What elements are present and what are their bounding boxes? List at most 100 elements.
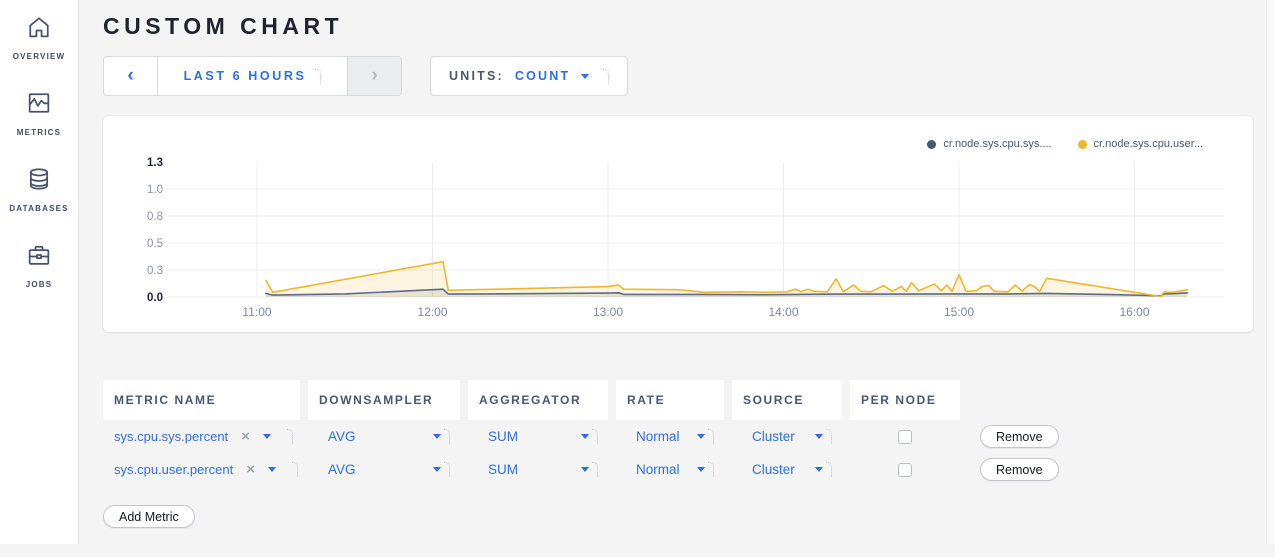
remove-button[interactable]: Remove bbox=[980, 458, 1059, 481]
chevron-down-icon bbox=[433, 467, 441, 472]
per-node-checkbox[interactable] bbox=[898, 429, 912, 444]
sidebar-item-label: DATABASES bbox=[9, 204, 69, 213]
sidebar-item-overview[interactable]: OVERVIEW bbox=[0, 13, 78, 61]
source-select[interactable]: Cluster bbox=[732, 453, 842, 486]
metric-name-value: sys.cpu.user.percent bbox=[114, 462, 234, 477]
table-row: sys.cpu.user.percent × AVG SUM Normal bbox=[103, 453, 1245, 486]
column-header-aggregator: AGGREGATOR bbox=[468, 380, 608, 420]
chart-card: cr.node.sys.cpu.sys.... cr.node.sys.cpu.… bbox=[103, 116, 1253, 332]
select-outline-artifact bbox=[315, 68, 322, 84]
source-value: Cluster bbox=[752, 429, 795, 444]
time-window-value: LAST 6 HOURS bbox=[183, 69, 307, 83]
select-outline-artifact bbox=[286, 429, 293, 444]
time-window-dropdown[interactable]: LAST 6 HOURS bbox=[158, 57, 347, 95]
time-next-button[interactable]: › bbox=[347, 57, 401, 95]
svg-text:13:00: 13:00 bbox=[593, 305, 623, 319]
units-dropdown[interactable]: UNITS: COUNT bbox=[430, 56, 629, 96]
series-dot-user bbox=[1077, 139, 1087, 149]
chevron-down-icon bbox=[697, 434, 705, 439]
select-outline-artifact bbox=[708, 429, 714, 444]
svg-text:15:00: 15:00 bbox=[944, 305, 974, 319]
chart-legend: cr.node.sys.cpu.sys.... cr.node.sys.cpu.… bbox=[927, 138, 1203, 150]
clear-metric-icon[interactable]: × bbox=[246, 461, 255, 478]
select-outline-artifact bbox=[708, 462, 714, 477]
rate-value: Normal bbox=[636, 462, 680, 477]
toolbar: ‹ LAST 6 HOURS › UNITS: COUNT bbox=[103, 56, 1245, 96]
chevron-down-icon bbox=[697, 467, 705, 472]
column-header-source: SOURCE bbox=[732, 380, 842, 420]
page-title: CUSTOM CHART bbox=[103, 13, 344, 39]
chevron-down-icon bbox=[581, 467, 589, 472]
line-chart: 0.0 0.3 0.5 0.8 1.0 1.3 11:00 12:00 13:00 14:00 15… bbox=[147, 157, 1224, 319]
legend-label: cr.node.sys.cpu.sys.... bbox=[943, 138, 1052, 150]
jobs-icon bbox=[25, 241, 53, 274]
chevron-left-icon: ‹ bbox=[127, 65, 134, 86]
chevron-down-icon bbox=[433, 434, 441, 439]
downsampler-select[interactable]: AVG bbox=[308, 420, 460, 453]
sidebar-item-label: JOBS bbox=[25, 280, 53, 289]
legend-item-sys[interactable]: cr.node.sys.cpu.sys.... bbox=[927, 138, 1052, 150]
column-header-per-node: PER NODE bbox=[850, 380, 960, 420]
table-row: sys.cpu.sys.percent × AVG SUM Normal bbox=[103, 420, 1245, 453]
select-outline-artifact bbox=[444, 429, 450, 444]
svg-text:1.3: 1.3 bbox=[147, 157, 163, 169]
aggregator-value: SUM bbox=[488, 429, 518, 444]
add-metric-button[interactable]: Add Metric bbox=[103, 505, 195, 528]
per-node-checkbox[interactable] bbox=[898, 462, 912, 477]
sidebar-item-databases[interactable]: DATABASES bbox=[0, 165, 78, 213]
select-outline-artifact bbox=[603, 68, 610, 84]
scrollbar[interactable] bbox=[1266, 0, 1275, 544]
chevron-down-icon bbox=[268, 467, 276, 472]
sidebar-item-metrics[interactable]: METRICS bbox=[0, 89, 78, 137]
chevron-down-icon bbox=[581, 73, 590, 79]
per-node-cell bbox=[850, 420, 960, 453]
source-value: Cluster bbox=[752, 462, 795, 477]
downsampler-value: AVG bbox=[328, 429, 356, 444]
aggregator-select[interactable]: SUM bbox=[468, 453, 608, 486]
databases-icon bbox=[25, 165, 53, 198]
rate-value: Normal bbox=[636, 429, 680, 444]
metric-name-combobox[interactable]: sys.cpu.user.percent × bbox=[103, 453, 300, 486]
chevron-down-icon bbox=[815, 434, 823, 439]
select-outline-artifact bbox=[592, 429, 598, 444]
legend-label: cr.node.sys.cpu.user... bbox=[1093, 138, 1203, 150]
metrics-icon bbox=[25, 89, 53, 122]
svg-text:0.3: 0.3 bbox=[147, 265, 163, 277]
metric-table: METRIC NAME DOWNSAMPLER AGGREGATOR RATE … bbox=[103, 380, 1245, 528]
svg-text:12:00: 12:00 bbox=[417, 305, 447, 319]
legend-item-user[interactable]: cr.node.sys.cpu.user... bbox=[1077, 138, 1203, 150]
svg-text:14:00: 14:00 bbox=[768, 305, 798, 319]
chevron-down-icon bbox=[262, 434, 271, 439]
sidebar-item-jobs[interactable]: JOBS bbox=[0, 241, 78, 289]
remove-button[interactable]: Remove bbox=[980, 425, 1059, 448]
source-select[interactable]: Cluster bbox=[732, 420, 842, 453]
per-node-cell bbox=[850, 453, 960, 486]
metric-name-combobox[interactable]: sys.cpu.sys.percent × bbox=[103, 420, 300, 453]
select-outline-artifact bbox=[444, 462, 450, 477]
svg-text:16:00: 16:00 bbox=[1119, 305, 1149, 319]
table-header: METRIC NAME DOWNSAMPLER AGGREGATOR RATE … bbox=[103, 380, 1245, 420]
sidebar-item-label: OVERVIEW bbox=[12, 52, 66, 61]
series-dot-sys bbox=[927, 139, 937, 149]
column-header-downsampler: DOWNSAMPLER bbox=[308, 380, 460, 420]
svg-text:11:00: 11:00 bbox=[242, 305, 271, 319]
clear-metric-icon[interactable]: × bbox=[241, 428, 250, 445]
units-label: UNITS: bbox=[449, 69, 504, 83]
main-content: CUSTOM CHART ‹ LAST 6 HOURS › UNITS: COU… bbox=[80, 13, 1275, 528]
aggregator-value: SUM bbox=[488, 462, 518, 477]
rate-select[interactable]: Normal bbox=[616, 453, 724, 486]
rate-select[interactable]: Normal bbox=[616, 420, 724, 453]
time-prev-button[interactable]: ‹ bbox=[104, 57, 158, 95]
svg-text:0.0: 0.0 bbox=[147, 292, 163, 304]
column-header-rate: RATE bbox=[616, 380, 724, 420]
svg-text:0.8: 0.8 bbox=[147, 211, 163, 223]
downsampler-select[interactable]: AVG bbox=[308, 453, 460, 486]
aggregator-select[interactable]: SUM bbox=[468, 420, 608, 453]
sidebar: OVERVIEW METRICS DATABASES JOBS bbox=[0, 0, 79, 544]
time-window-selector: ‹ LAST 6 HOURS › bbox=[103, 56, 402, 96]
units-value: COUNT bbox=[514, 69, 571, 83]
chevron-down-icon bbox=[581, 434, 589, 439]
metric-name-value: sys.cpu.sys.percent bbox=[114, 429, 229, 444]
svg-text:1.0: 1.0 bbox=[147, 184, 163, 196]
select-outline-artifact bbox=[292, 462, 298, 477]
